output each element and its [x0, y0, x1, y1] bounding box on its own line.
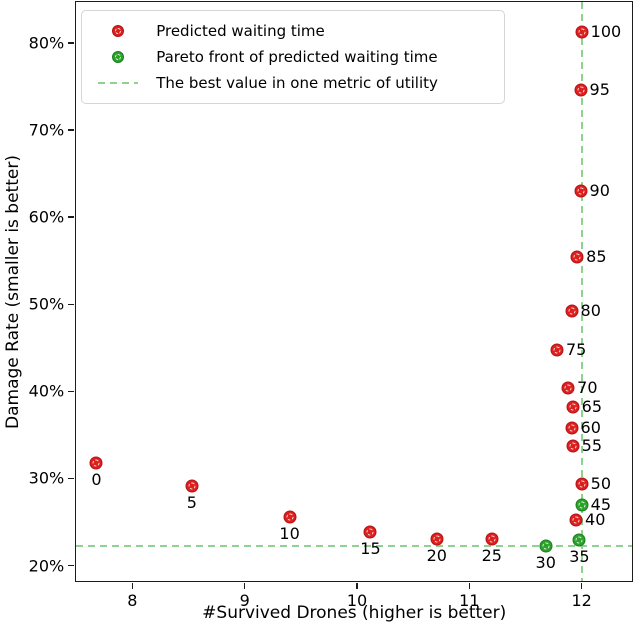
data-point — [565, 421, 579, 435]
x-tick-label: 12 — [571, 591, 592, 611]
y-tick — [68, 303, 75, 306]
legend-label: The best value in one metric of utility — [156, 74, 438, 93]
point-label: 85 — [586, 247, 607, 267]
axis-ticks-layer: 8 9 10 11 12 20% 30% 40% 50% 60% 70% 80% — [29, 2, 632, 611]
data-point — [430, 532, 444, 546]
data-point — [185, 479, 199, 493]
point-label: 95 — [589, 80, 610, 100]
point-label: 65 — [581, 397, 603, 417]
data-points-layer: 0 5 10 15 20 25 40 50 55 60 65 70 75 80 85 90 95 100 30 35 4… — [76, 2, 632, 581]
point-label: 75 — [565, 339, 587, 359]
data-point — [550, 343, 564, 357]
y-axis-label: Damage Rate (smaller is better) — [3, 155, 24, 430]
data-point — [561, 381, 575, 395]
point-label: 40 — [585, 510, 606, 530]
data-point — [566, 400, 580, 414]
x-tick — [131, 583, 134, 589]
data-point — [575, 477, 589, 491]
point-label: 10 — [279, 523, 300, 543]
point-label: 70 — [577, 377, 598, 397]
point-label: 15 — [360, 538, 381, 558]
legend-label: Pareto front of predicted waiting time — [156, 48, 438, 67]
point-label: 45 — [590, 495, 612, 515]
data-point — [574, 83, 588, 97]
green-dot-marker — [94, 51, 142, 64]
data-point — [539, 539, 553, 553]
green-dashed-line-icon — [94, 82, 142, 85]
legend: Predicted waiting time Pareto front of p… — [81, 10, 506, 105]
legend-item-best-value: The best value in one metric of utility — [94, 70, 494, 96]
y-tick — [68, 42, 75, 44]
x-tick-label: 9 — [239, 591, 250, 611]
point-label: 35 — [569, 547, 590, 567]
y-tick-label: 60% — [28, 207, 65, 227]
point-label: 55 — [581, 436, 603, 456]
reference-lines-layer — [76, 2, 633, 582]
point-label: 60 — [580, 417, 601, 437]
data-point — [566, 439, 580, 453]
x-tick — [243, 583, 246, 589]
y-tick-label: 80% — [28, 33, 65, 53]
best-value-hline — [76, 545, 633, 548]
point-label: 5 — [186, 493, 197, 513]
point-label: 80 — [580, 301, 601, 321]
data-point — [485, 532, 499, 546]
data-point — [363, 525, 377, 539]
data-point — [572, 533, 586, 547]
x-tick-label: 8 — [127, 591, 138, 611]
x-tick — [356, 583, 358, 589]
y-tick — [68, 477, 75, 480]
y-tick — [68, 216, 75, 219]
red-dot-marker — [94, 25, 142, 38]
data-point — [575, 25, 589, 39]
point-label: 90 — [589, 181, 610, 201]
point-label: 50 — [590, 473, 612, 493]
legend-item-pareto: Pareto front of predicted waiting time — [94, 44, 494, 70]
point-label: 30 — [535, 553, 556, 573]
point-label: 0 — [91, 469, 102, 489]
y-tick-label: 50% — [28, 294, 65, 314]
data-point — [570, 250, 584, 264]
x-tick-label: 11 — [459, 591, 480, 611]
data-point — [89, 456, 103, 470]
data-point — [283, 510, 297, 524]
x-axis-label: #Survived Drones (higher is better) — [202, 603, 507, 624]
y-tick-label: 20% — [28, 556, 65, 576]
point-label: 100 — [590, 21, 622, 41]
y-tick — [68, 390, 75, 393]
y-tick — [68, 564, 75, 567]
legend-item-predicted: Predicted waiting time — [94, 18, 494, 44]
data-point — [575, 498, 589, 512]
best-value-vline — [580, 2, 583, 582]
x-tick — [468, 583, 471, 589]
y-tick-label: 70% — [28, 120, 65, 140]
y-tick-label: 40% — [28, 381, 65, 401]
y-tick-label: 30% — [28, 468, 65, 488]
x-tick — [580, 583, 583, 589]
point-label: 20 — [426, 546, 447, 566]
data-point — [569, 513, 583, 527]
point-label: 25 — [481, 545, 502, 565]
data-point — [565, 304, 579, 318]
data-point — [574, 184, 588, 198]
x-tick-label: 10 — [346, 591, 368, 611]
plot-area: 0 5 10 15 20 25 40 50 55 60 65 70 75 80 85 90 95 100 30 35 4… — [3, 1, 634, 623]
y-tick — [68, 129, 75, 131]
legend-label: Predicted waiting time — [156, 22, 325, 41]
